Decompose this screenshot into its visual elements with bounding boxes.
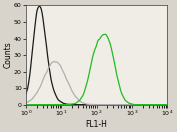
X-axis label: FL1-H: FL1-H <box>86 120 107 129</box>
Y-axis label: Counts: Counts <box>4 42 12 69</box>
